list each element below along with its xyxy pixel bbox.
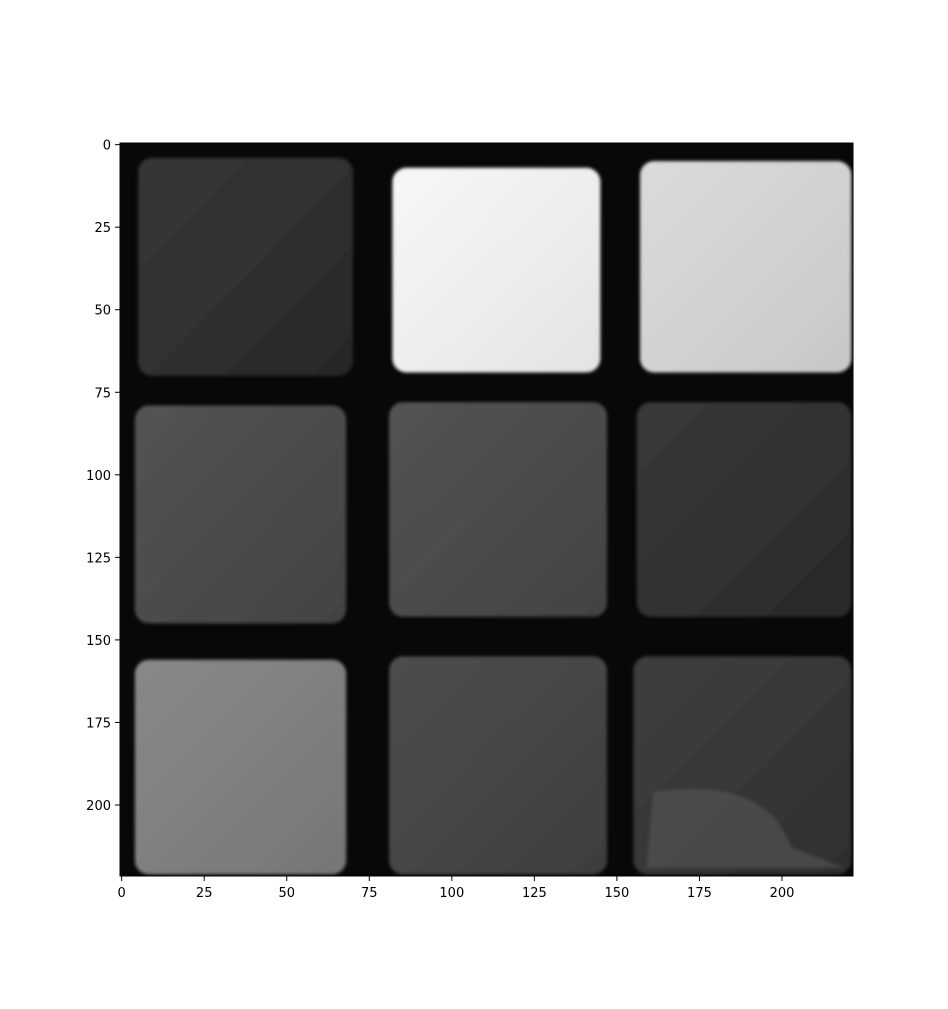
axes-frame — [119, 142, 854, 877]
x-tick-label: 50 — [278, 886, 295, 901]
x-tick-label: 75 — [361, 886, 378, 901]
image-group — [120, 143, 853, 876]
x-tick-label: 125 — [522, 886, 547, 901]
y-axis: 0 25 50 75 100 125 150 175 200 — [86, 139, 120, 814]
x-tick-label: 0 — [118, 886, 126, 901]
x-tick-label: 200 — [770, 886, 795, 901]
facelet-glare — [646, 788, 845, 868]
x-axis: 0 25 50 75 100 125 150 175 200 — [118, 876, 795, 901]
facelet-sheen — [636, 402, 852, 617]
y-tick-label: 0 — [103, 139, 111, 154]
y-tick-label: 25 — [94, 221, 111, 236]
x-tick-label: 150 — [605, 886, 630, 901]
facelet-sheen — [389, 402, 608, 617]
y-tick-label: 75 — [94, 386, 111, 401]
x-tick-label: 25 — [196, 886, 213, 901]
facelet-sheen — [134, 659, 347, 875]
y-tick-label: 50 — [94, 304, 111, 319]
plot-area — [119, 142, 854, 877]
y-tick-label: 150 — [86, 634, 111, 649]
x-tick-label: 175 — [687, 886, 712, 901]
y-tick-label: 200 — [86, 799, 111, 814]
facelet-sheen — [138, 157, 353, 376]
y-tick-label: 125 — [86, 551, 111, 566]
y-tick-label: 175 — [86, 716, 111, 731]
facelet-sheen — [640, 161, 852, 373]
facelet-sheen — [134, 405, 347, 624]
facelet-sheen — [389, 656, 608, 875]
x-tick-label: 100 — [439, 886, 464, 901]
y-tick-label: 100 — [86, 469, 111, 484]
facelet-sheen — [392, 167, 601, 373]
